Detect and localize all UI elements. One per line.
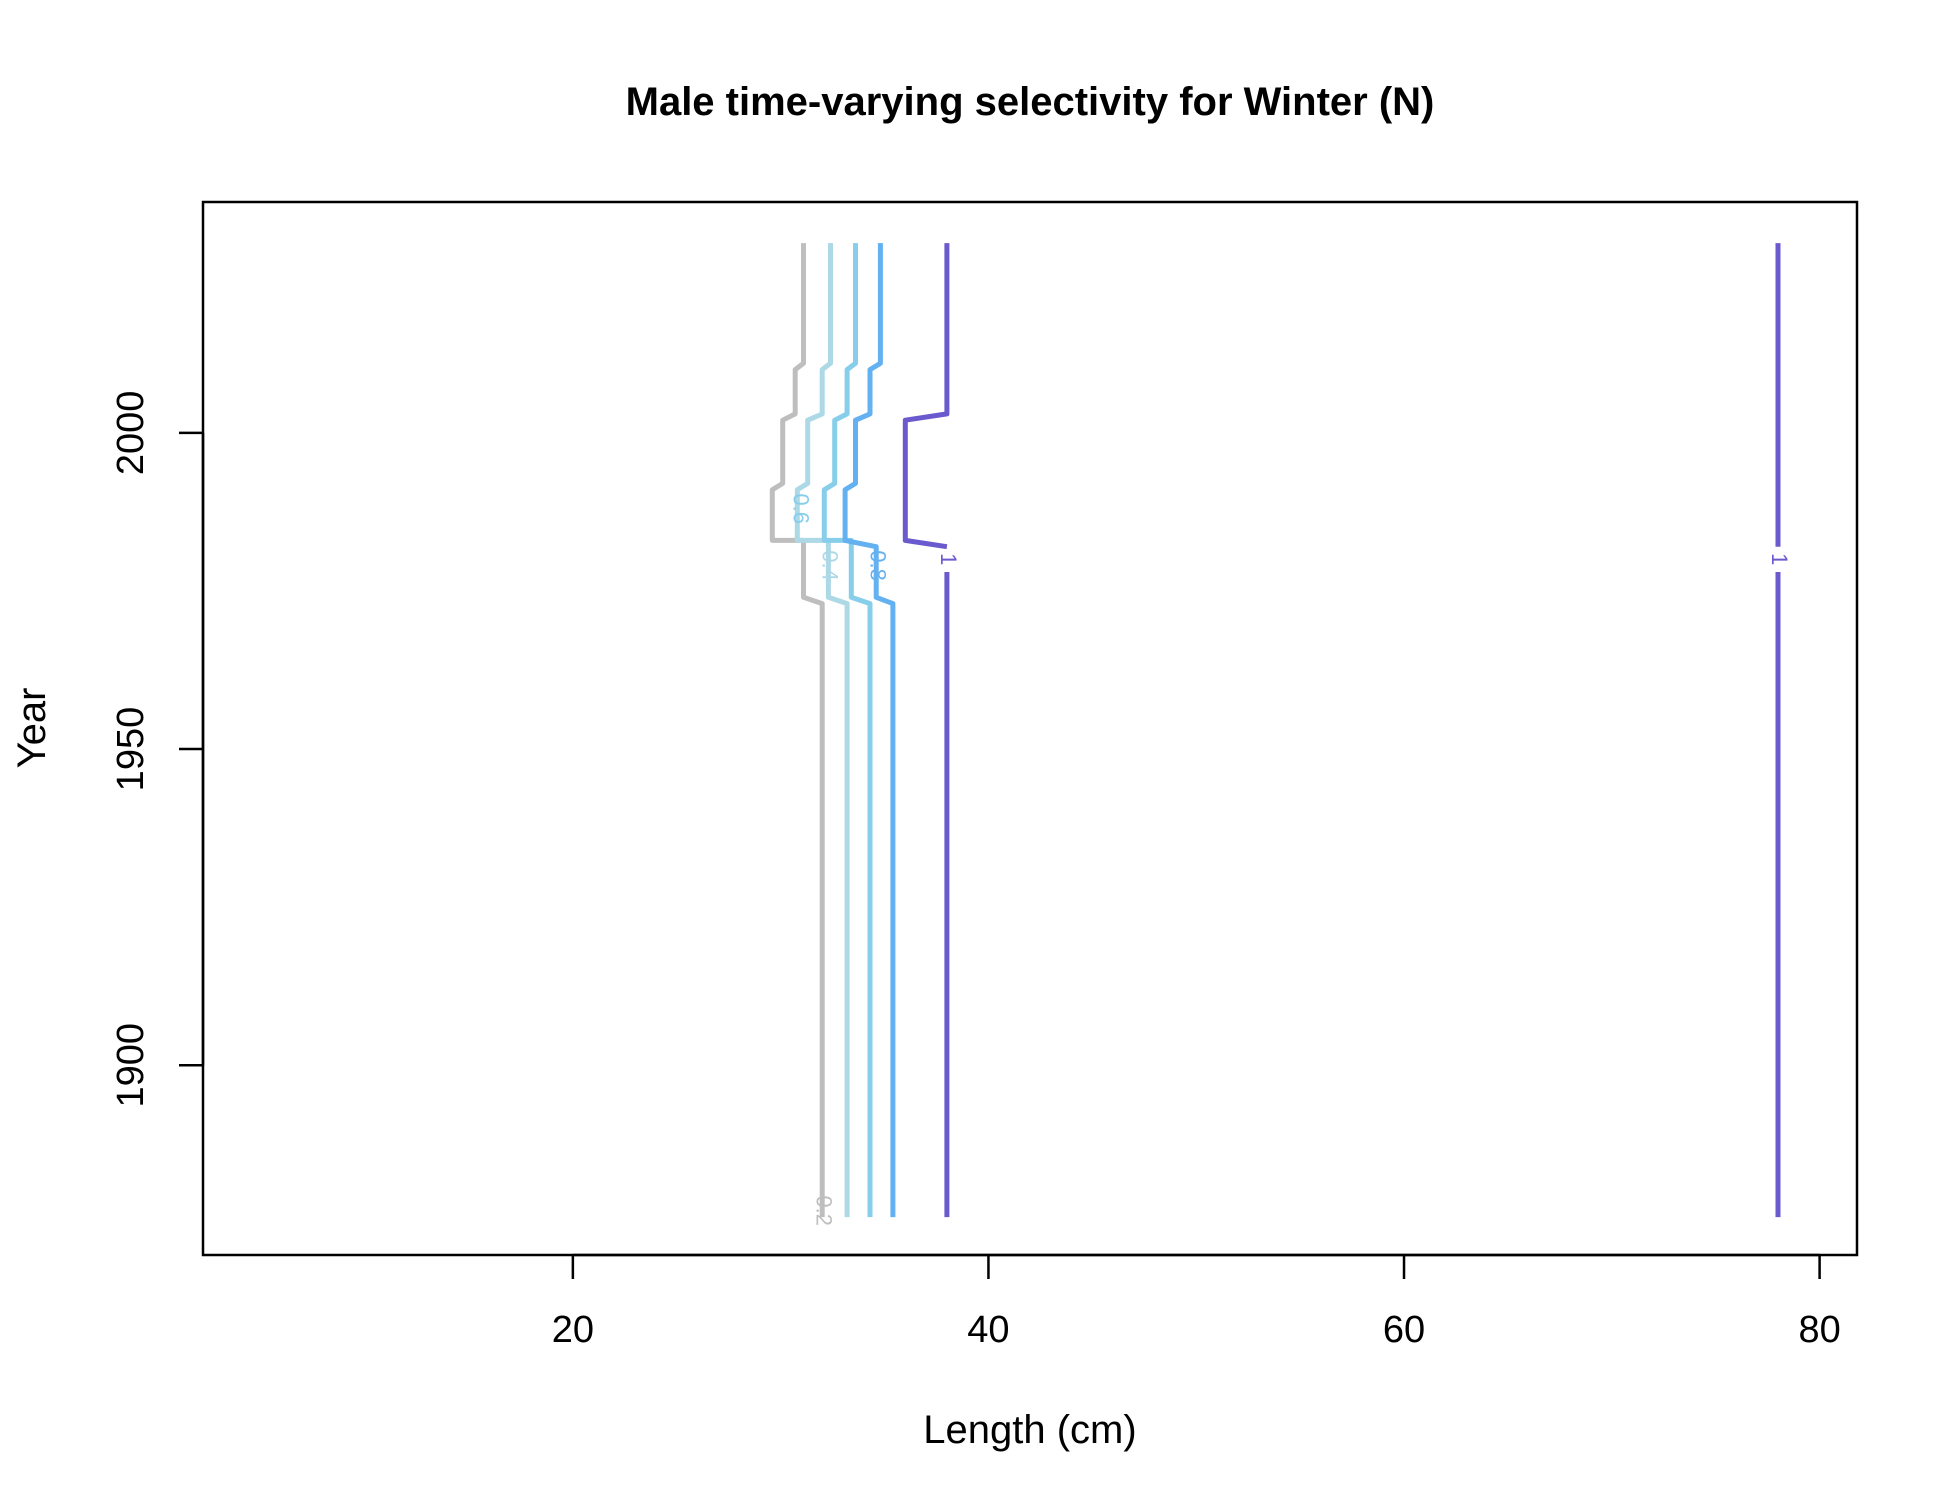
contour-lines <box>769 243 1781 1218</box>
chart-title: Male time-varying selectivity for Winter… <box>626 80 1435 124</box>
x-axis: 20 40 60 80 <box>552 1253 1841 1351</box>
contour-label: 1 <box>1767 553 1792 565</box>
x-tick-label: 20 <box>552 1309 594 1351</box>
x-axis-title: Length (cm) <box>923 1408 1136 1452</box>
y-tick-label: 1900 <box>110 1023 152 1108</box>
contour-line-0-8 <box>842 243 896 1218</box>
contour-label: 0.8 <box>865 550 890 581</box>
contour-line-0-6 <box>821 243 873 1218</box>
x-tick-label: 40 <box>967 1309 1009 1351</box>
y-tick-label: 2000 <box>110 391 152 476</box>
contour-label: 0.2 <box>811 1195 836 1226</box>
contour-label: 0.6 <box>789 493 814 524</box>
y-axis: 1900 1950 2000 <box>110 391 205 1108</box>
plot-area-border <box>201 200 1859 1257</box>
contour-line-1 <box>902 243 950 550</box>
x-tick-label: 60 <box>1383 1309 1425 1351</box>
x-tick-label: 80 <box>1798 1309 1840 1351</box>
contour-line-0-2 <box>769 243 825 1218</box>
contour-label: 0.4 <box>818 550 843 581</box>
y-tick-label: 1950 <box>110 707 152 792</box>
contour-labels: 0.2 0.4 0.6 0.8 1 1 <box>789 493 1793 1226</box>
contour-line-0-4 <box>794 243 850 1218</box>
y-axis-title: Year <box>10 688 54 769</box>
contour-label: 1 <box>936 553 961 565</box>
